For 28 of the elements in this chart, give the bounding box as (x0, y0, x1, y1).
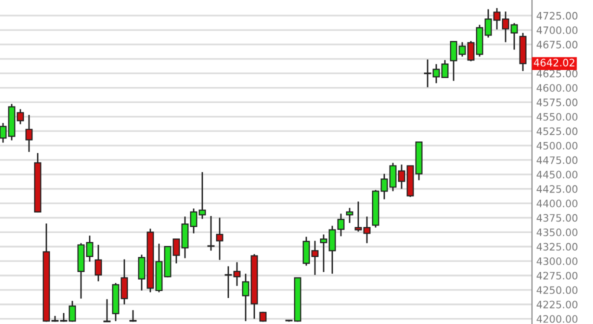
candlestick (25, 114, 33, 153)
y-tick-label: 4275.00 (536, 272, 578, 280)
candlestick (103, 298, 111, 322)
y-tick-label: 4725.00 (536, 12, 578, 20)
y-tick-label: 4250.00 (536, 286, 578, 294)
y-tick-label: 4500.00 (536, 142, 578, 150)
y-tick-label: 4375.00 (536, 214, 578, 222)
y-tick-label: 4625.00 (536, 70, 578, 78)
y-tick-label: 4425.00 (536, 185, 578, 193)
y-tick-label: 4600.00 (536, 84, 578, 92)
y-tick-label: 4550.00 (536, 112, 578, 121)
y-tick-label: 4400.00 (536, 200, 578, 208)
candlestick (94, 244, 102, 282)
y-tick-label: 4225.00 (536, 300, 578, 308)
y-tick-label: 4675.00 (536, 40, 578, 48)
y-tick-label: 4525.00 (536, 127, 578, 136)
y-tick-label: 4300.00 (536, 257, 578, 266)
y-tick-label: 4325.00 (536, 242, 578, 251)
y-tick-label: 4475.00 (536, 156, 578, 164)
candlestick (346, 207, 354, 224)
y-tick-label: 4200.00 (536, 315, 578, 323)
y-tick-label: 4700.00 (536, 26, 578, 34)
y-tick-label: 4450.00 (536, 170, 578, 178)
candlestick (207, 215, 215, 252)
text: 4642.02 (534, 58, 574, 66)
y-tick-label: 4575.00 (536, 98, 578, 106)
y-tick-label: 4350.00 (536, 228, 578, 236)
candlestick (216, 217, 224, 261)
